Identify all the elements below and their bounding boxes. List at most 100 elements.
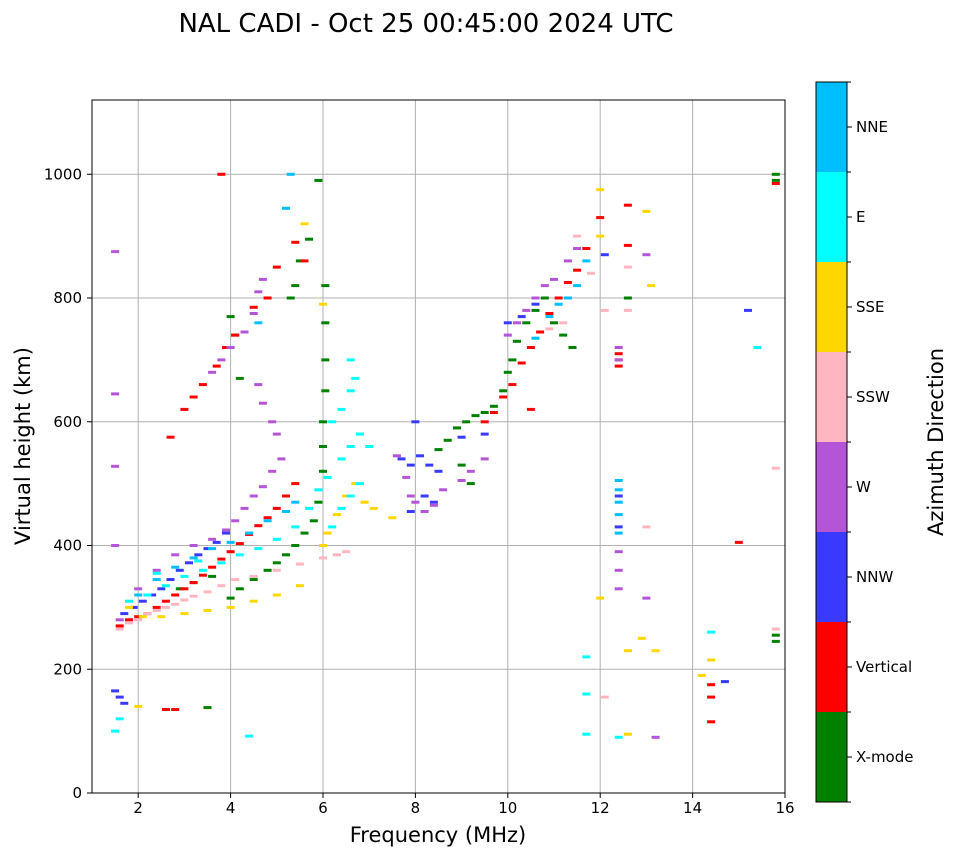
data-point <box>406 463 415 467</box>
data-point <box>263 519 272 523</box>
data-point <box>642 253 651 257</box>
data-point <box>143 593 152 597</box>
data-point <box>596 234 605 238</box>
data-point <box>217 358 226 362</box>
data-point <box>573 284 582 288</box>
data-point <box>614 488 623 492</box>
data-point <box>226 315 235 319</box>
data-point <box>235 587 244 591</box>
series-e <box>111 346 762 739</box>
x-tick-label: 10 <box>498 799 517 817</box>
data-point <box>503 333 512 337</box>
data-point <box>249 494 258 498</box>
data-point <box>180 587 189 591</box>
data-point <box>321 284 330 288</box>
data-point <box>111 689 120 693</box>
data-point <box>614 531 623 535</box>
data-point <box>568 346 577 349</box>
colorbar-frame <box>815 81 848 803</box>
data-point <box>175 587 184 591</box>
data-point <box>508 383 517 387</box>
data-point <box>365 445 374 448</box>
data-point <box>614 525 623 529</box>
data-point <box>272 432 281 436</box>
data-point <box>623 732 632 736</box>
data-point <box>328 525 337 529</box>
colorbar-segment <box>816 262 847 352</box>
data-point <box>351 376 360 380</box>
data-point <box>614 550 623 554</box>
data-point <box>480 411 489 414</box>
data-point <box>272 537 281 541</box>
data-point <box>268 469 277 473</box>
colorbar-label: Azimuth Direction <box>924 348 948 536</box>
data-point <box>600 253 609 257</box>
data-point <box>115 717 124 721</box>
data-point <box>295 259 304 263</box>
data-point <box>277 457 286 461</box>
data-point <box>282 494 290 498</box>
data-point <box>346 445 355 448</box>
data-point <box>536 330 545 334</box>
data-point <box>369 506 378 510</box>
colorbar-segment <box>816 352 847 442</box>
data-point <box>125 605 133 609</box>
data-point <box>314 488 323 492</box>
data-point <box>189 556 198 560</box>
x-tick-label: 4 <box>226 799 236 817</box>
data-point <box>526 346 535 349</box>
data-point <box>392 454 401 458</box>
data-point <box>499 395 508 399</box>
data-point <box>226 605 235 609</box>
data-point <box>563 281 572 284</box>
data-point <box>489 404 498 408</box>
data-point <box>134 615 143 619</box>
data-point <box>175 568 184 572</box>
data-point <box>321 358 330 362</box>
data-point <box>642 596 651 600</box>
data-point <box>582 259 591 263</box>
data-point <box>171 593 180 597</box>
data-point <box>282 206 290 210</box>
data-point <box>282 553 290 557</box>
data-point <box>623 243 632 247</box>
data-point <box>540 296 549 300</box>
data-point <box>321 321 330 325</box>
data-point <box>614 513 623 517</box>
data-point <box>771 639 780 643</box>
data-point <box>111 464 120 468</box>
data-point <box>503 370 512 374</box>
data-point <box>291 284 300 288</box>
data-point <box>522 321 531 325</box>
data-point <box>531 302 540 306</box>
data-point <box>489 411 498 414</box>
data-point <box>171 602 180 606</box>
data-point <box>231 519 240 523</box>
data-point <box>614 358 623 362</box>
data-point <box>189 581 198 585</box>
data-point <box>434 469 443 473</box>
data-point <box>180 407 189 411</box>
data-point <box>282 510 290 513</box>
data-point <box>356 482 364 486</box>
data-point <box>125 621 133 625</box>
colorbar-segment <box>816 712 847 802</box>
data-point <box>623 265 632 269</box>
data-point <box>563 296 572 300</box>
data-point <box>720 680 729 684</box>
data-point <box>157 587 166 591</box>
data-point <box>623 649 632 653</box>
data-point <box>744 308 752 312</box>
data-point <box>203 706 212 710</box>
data-point <box>263 516 272 520</box>
series-x-mode <box>175 172 780 710</box>
data-point <box>480 432 489 436</box>
data-point <box>771 627 780 631</box>
data-point <box>171 565 180 569</box>
data-point <box>573 268 582 272</box>
data-point <box>295 584 304 588</box>
data-point <box>231 578 240 581</box>
data-point <box>152 571 161 575</box>
data-point <box>614 352 623 356</box>
data-point <box>582 247 591 250</box>
